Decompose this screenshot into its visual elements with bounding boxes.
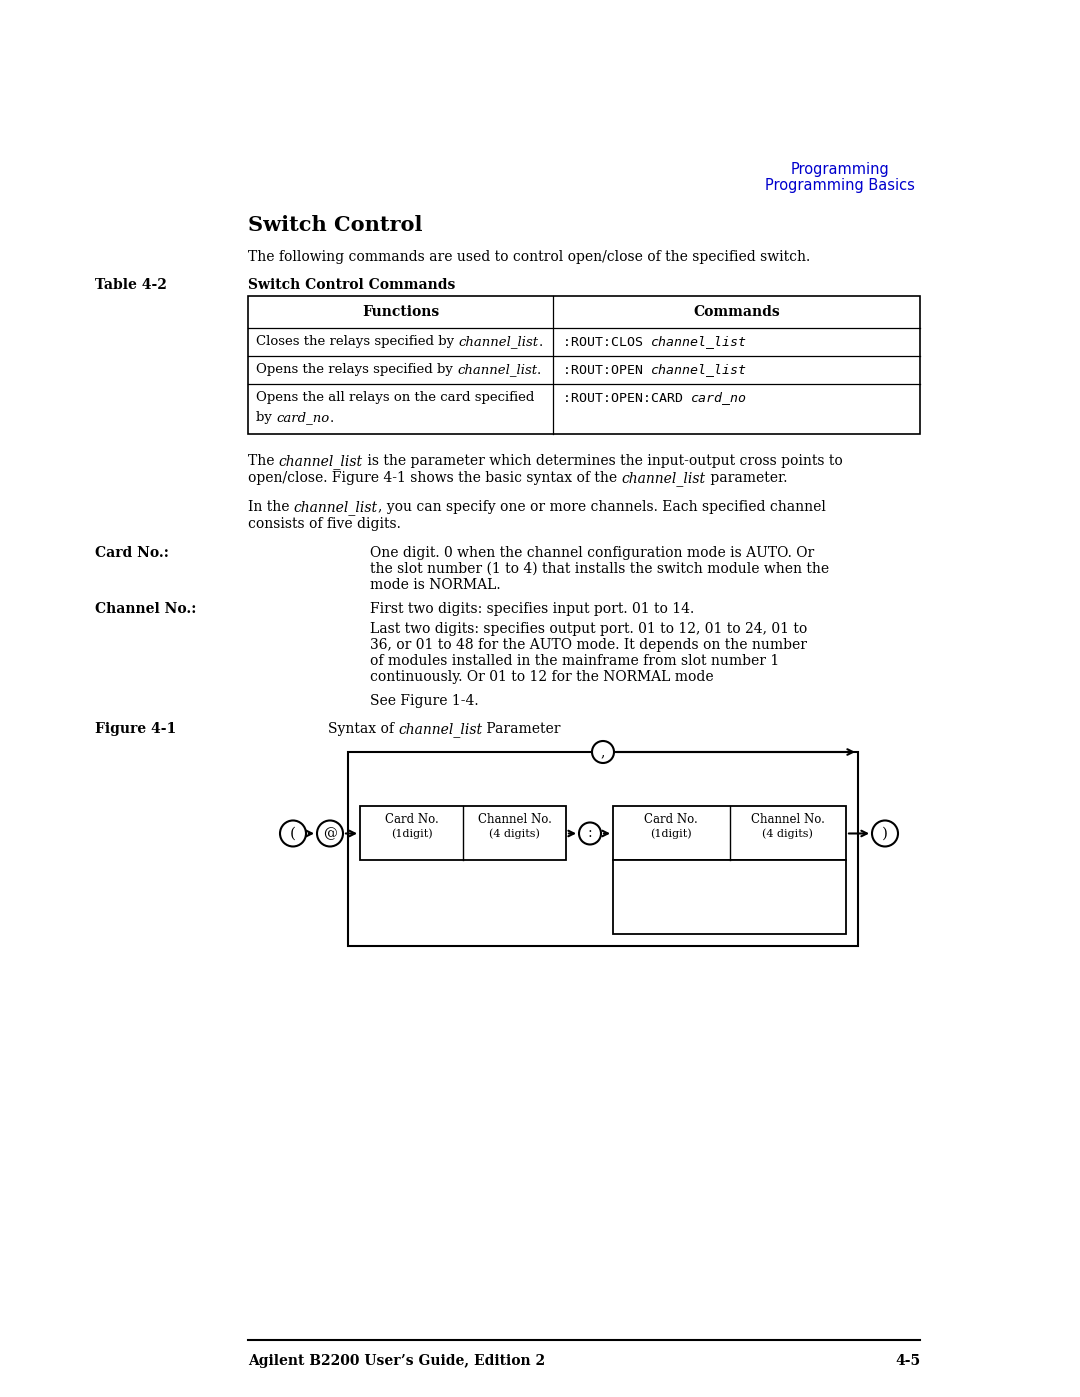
Text: parameter.: parameter. xyxy=(705,471,787,485)
Text: @: @ xyxy=(323,827,337,841)
Text: 36, or 01 to 48 for the AUTO mode. It depends on the number: 36, or 01 to 48 for the AUTO mode. It de… xyxy=(370,638,807,652)
Circle shape xyxy=(579,823,600,844)
Text: Agilent B2200 User’s Guide, Edition 2: Agilent B2200 User’s Guide, Edition 2 xyxy=(248,1354,545,1368)
Text: channel_list: channel_list xyxy=(457,363,537,377)
Bar xyxy=(613,861,846,935)
Text: channel_list: channel_list xyxy=(621,471,705,486)
Bar xyxy=(613,806,846,861)
Text: The: The xyxy=(248,454,279,468)
Text: Syntax of: Syntax of xyxy=(328,722,399,736)
Text: Last two digits: specifies output port. 01 to 12, 01 to 24, 01 to: Last two digits: specifies output port. … xyxy=(370,622,807,636)
Text: card_no: card_no xyxy=(691,391,747,405)
Bar xyxy=(248,296,920,434)
Text: (: ( xyxy=(291,827,296,841)
Text: ): ) xyxy=(882,827,888,841)
Text: continuously. Or 01 to 12 for the NORMAL mode: continuously. Or 01 to 12 for the NORMAL… xyxy=(370,671,714,685)
Text: Opens the relays specified by: Opens the relays specified by xyxy=(256,363,457,377)
Text: Card No.: Card No. xyxy=(384,813,438,826)
Text: by: by xyxy=(256,412,276,425)
Text: , you can specify one or more channels. Each specified channel: , you can specify one or more channels. … xyxy=(378,500,826,514)
Text: consists of five digits.: consists of five digits. xyxy=(248,517,401,531)
Circle shape xyxy=(592,740,615,763)
Text: Table 4-2: Table 4-2 xyxy=(95,278,167,292)
Text: Opens the all relays on the card specified: Opens the all relays on the card specifi… xyxy=(256,391,535,405)
Bar xyxy=(360,806,566,861)
Text: Card No.:: Card No.: xyxy=(95,546,168,560)
Text: (1digit): (1digit) xyxy=(650,828,692,838)
Text: Channel No.: Channel No. xyxy=(477,813,552,826)
Circle shape xyxy=(280,820,306,847)
Text: Channel No.:: Channel No.: xyxy=(95,602,197,616)
Text: In the: In the xyxy=(248,500,294,514)
Text: First two digits: specifies input port. 01 to 14.: First two digits: specifies input port. … xyxy=(370,602,694,616)
Bar xyxy=(348,752,858,946)
Text: (1digit): (1digit) xyxy=(391,828,432,838)
Text: .: . xyxy=(329,412,334,425)
Text: card_no: card_no xyxy=(276,412,329,425)
Text: channel_list: channel_list xyxy=(399,722,483,736)
Text: Parameter: Parameter xyxy=(483,722,561,736)
Text: Channel No.: Channel No. xyxy=(751,813,825,826)
Text: Programming Basics: Programming Basics xyxy=(765,177,915,193)
Text: channel_list: channel_list xyxy=(279,454,363,469)
Text: Programming: Programming xyxy=(791,162,889,177)
Text: of modules installed in the mainframe from slot number 1: of modules installed in the mainframe fr… xyxy=(370,654,780,668)
Text: is the parameter which determines the input-output cross points to: is the parameter which determines the in… xyxy=(363,454,842,468)
Text: One digit. 0 when the channel configuration mode is AUTO. Or: One digit. 0 when the channel configurat… xyxy=(370,546,814,560)
Text: Commands: Commands xyxy=(693,305,780,319)
Text: open/close. Figure 4-1 shows the basic syntax of the: open/close. Figure 4-1 shows the basic s… xyxy=(248,471,621,485)
Circle shape xyxy=(318,820,343,847)
Text: Figure 4-1: Figure 4-1 xyxy=(95,722,176,736)
Text: :ROUT:OPEN:CARD: :ROUT:OPEN:CARD xyxy=(563,391,691,405)
Text: ,: , xyxy=(600,745,605,759)
Text: channel_list: channel_list xyxy=(651,335,747,348)
Text: .: . xyxy=(537,363,541,377)
Text: :: : xyxy=(588,827,592,841)
Circle shape xyxy=(872,820,897,847)
Text: Switch Control Commands: Switch Control Commands xyxy=(248,278,456,292)
Text: Card No.: Card No. xyxy=(645,813,698,826)
Text: The following commands are used to control open/close of the specified switch.: The following commands are used to contr… xyxy=(248,250,810,264)
Text: channel_list: channel_list xyxy=(651,363,747,377)
Text: Functions: Functions xyxy=(362,305,440,319)
Text: mode is NORMAL.: mode is NORMAL. xyxy=(370,578,501,592)
Text: 4-5: 4-5 xyxy=(895,1354,920,1368)
Text: See Figure 1-4.: See Figure 1-4. xyxy=(370,694,478,708)
Text: .: . xyxy=(539,335,543,348)
Text: Closes the relays specified by: Closes the relays specified by xyxy=(256,335,458,348)
Text: the slot number (1 to 4) that installs the switch module when the: the slot number (1 to 4) that installs t… xyxy=(370,562,829,576)
Text: (4 digits): (4 digits) xyxy=(489,828,540,838)
Text: channel_list: channel_list xyxy=(458,335,539,348)
Text: Switch Control: Switch Control xyxy=(248,215,422,235)
Text: (4 digits): (4 digits) xyxy=(762,828,813,838)
Text: :ROUT:OPEN: :ROUT:OPEN xyxy=(563,363,651,377)
Text: channel_list: channel_list xyxy=(294,500,378,515)
Text: :ROUT:CLOS: :ROUT:CLOS xyxy=(563,335,651,348)
